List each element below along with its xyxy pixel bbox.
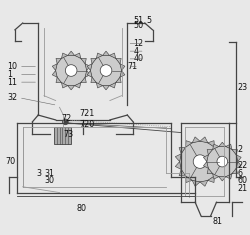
Polygon shape [207,168,213,174]
Text: 4: 4 [133,47,138,56]
Circle shape [207,146,238,177]
Polygon shape [214,147,221,154]
Polygon shape [96,83,102,88]
Circle shape [180,141,220,182]
Polygon shape [68,86,74,90]
Polygon shape [226,174,232,179]
Circle shape [217,156,228,167]
Text: 2: 2 [238,145,243,154]
Circle shape [90,55,122,86]
Text: 40: 40 [133,54,143,63]
Polygon shape [52,64,57,70]
Polygon shape [213,144,219,149]
Text: 21: 21 [238,184,248,193]
Text: 32: 32 [7,93,17,102]
Polygon shape [208,176,214,183]
Polygon shape [208,141,214,147]
Circle shape [65,65,77,76]
Polygon shape [81,77,86,83]
Polygon shape [200,137,208,143]
Polygon shape [74,53,81,58]
Text: 3: 3 [36,169,41,178]
Text: 22: 22 [238,161,248,170]
Polygon shape [236,155,241,162]
Polygon shape [232,168,237,174]
Polygon shape [87,64,92,70]
Polygon shape [120,64,125,70]
Text: 80: 80 [77,204,87,213]
Polygon shape [116,77,121,83]
Text: 73: 73 [64,130,74,139]
Text: 50: 50 [133,21,143,31]
Text: 6: 6 [238,169,243,178]
Circle shape [56,55,87,86]
Polygon shape [91,58,96,64]
Text: 10: 10 [7,62,17,71]
Text: 81: 81 [212,217,222,226]
Polygon shape [74,83,81,88]
Text: 70: 70 [5,157,15,166]
Polygon shape [85,70,90,77]
Polygon shape [120,70,125,77]
Polygon shape [110,83,116,88]
Polygon shape [192,137,200,143]
Polygon shape [175,154,181,162]
Polygon shape [81,58,86,64]
Polygon shape [52,70,57,77]
Circle shape [100,65,112,76]
Polygon shape [116,58,121,64]
Polygon shape [68,51,74,55]
Polygon shape [62,53,68,58]
Polygon shape [219,154,225,162]
Polygon shape [91,77,96,83]
Text: 11: 11 [7,78,17,87]
Polygon shape [179,169,186,176]
Polygon shape [207,149,213,155]
Polygon shape [56,58,62,64]
Text: 30: 30 [44,176,54,185]
Polygon shape [192,180,200,186]
Polygon shape [96,53,102,58]
Text: 721: 721 [79,109,94,118]
Polygon shape [219,142,226,146]
Text: 720: 720 [79,120,94,129]
Text: 71: 71 [127,62,138,71]
Polygon shape [200,180,208,186]
Polygon shape [175,162,181,169]
Polygon shape [214,169,221,176]
Polygon shape [219,177,226,181]
Text: 72: 72 [62,114,72,123]
Polygon shape [186,141,192,147]
Text: 31: 31 [44,169,54,178]
Polygon shape [87,70,92,77]
Polygon shape [56,77,62,83]
Text: 60: 60 [238,176,248,185]
Polygon shape [232,149,237,155]
Text: 23: 23 [238,83,248,92]
Polygon shape [102,51,110,55]
Text: 51: 51 [133,16,143,25]
Polygon shape [219,162,225,169]
Text: 5: 5 [147,16,152,25]
Polygon shape [204,162,208,168]
Polygon shape [110,53,116,58]
Polygon shape [213,174,219,179]
Polygon shape [186,176,192,183]
Polygon shape [62,83,68,88]
Polygon shape [179,147,186,154]
Circle shape [62,119,68,125]
Polygon shape [204,155,208,162]
Text: 12: 12 [133,39,143,48]
Bar [54,127,71,144]
Polygon shape [226,144,232,149]
Text: 1: 1 [7,70,12,79]
Polygon shape [236,162,241,168]
Polygon shape [85,64,90,70]
Circle shape [193,155,207,168]
Polygon shape [102,86,110,90]
